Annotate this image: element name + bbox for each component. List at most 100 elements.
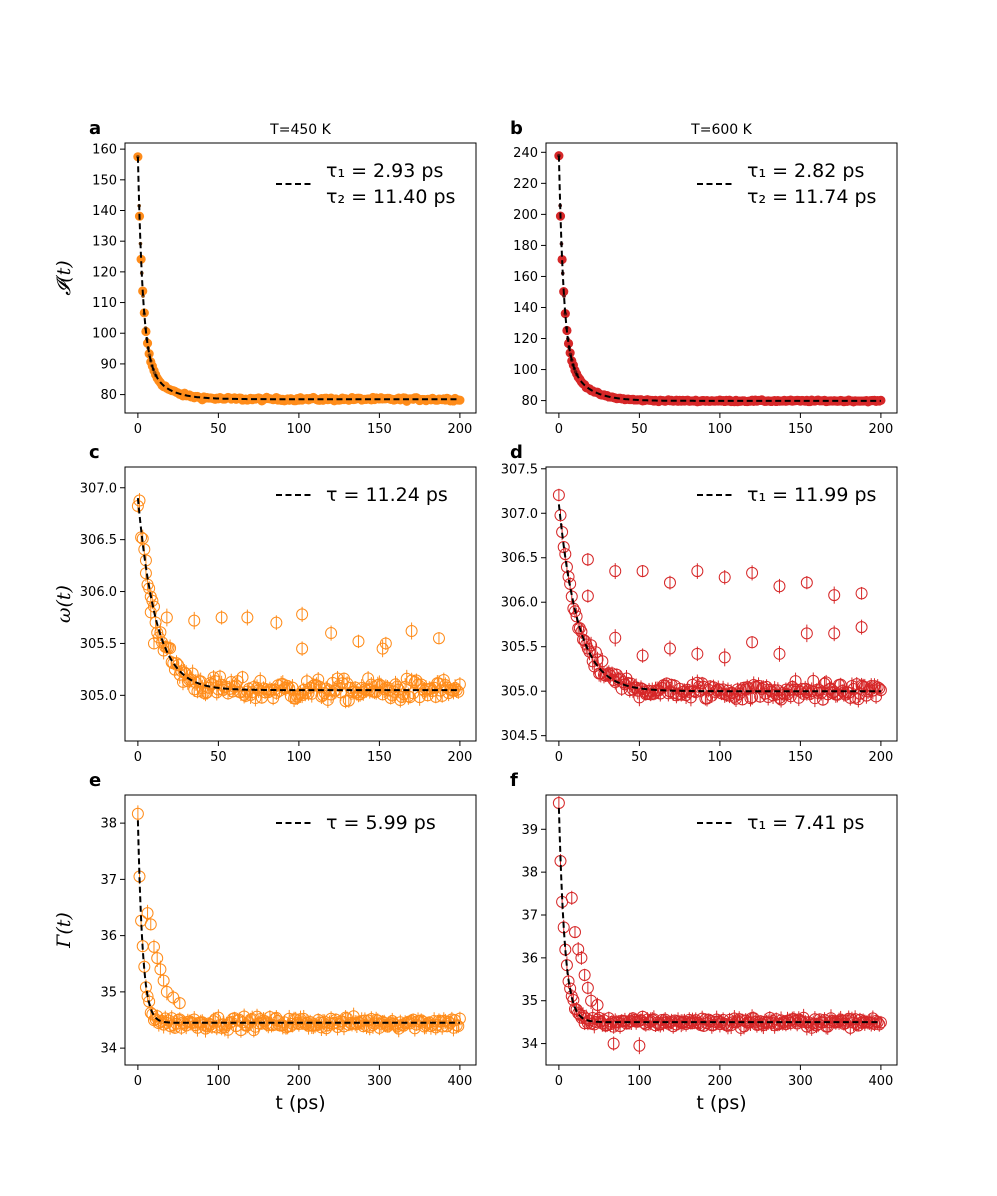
data-point: [234, 1022, 247, 1038]
data-point: [144, 918, 157, 931]
data-point: [609, 629, 622, 647]
y-tick-label: 130: [92, 235, 117, 250]
x-axis-label: t (ps): [696, 1092, 746, 1114]
y-tick-label: 100: [92, 327, 117, 342]
y-tick-label: 305.0: [501, 685, 538, 700]
x-tick-label: 100: [707, 422, 732, 437]
legend: τ₁ = 2.82 ps τ₂ = 11.74 ps: [697, 160, 876, 208]
data-point: [147, 637, 160, 650]
data-point: [755, 1015, 768, 1033]
data-point: [176, 673, 189, 691]
x-tick-label: 50: [210, 422, 227, 437]
data-point: [784, 688, 797, 704]
x-tick-label: 100: [286, 422, 311, 437]
y-tick-label: 36: [521, 951, 538, 966]
chart-title: T=450 K: [269, 122, 331, 138]
panel-d: 0 50 100 150 200 304.5 305.0 305.5 306.0 306.5 307…: [501, 442, 898, 765]
data-point: [403, 690, 416, 704]
y-tick-label: 305.5: [501, 640, 538, 655]
x-tick-label: 150: [367, 750, 392, 765]
data-point: [420, 680, 433, 698]
y-tick-label: 307.5: [501, 462, 538, 477]
data-point: [452, 1019, 465, 1034]
data-point: [325, 625, 338, 641]
data-point: [453, 677, 466, 692]
data-point: [194, 672, 207, 690]
data-point: [160, 608, 173, 627]
legend: τ = 5.99 ps: [276, 812, 436, 834]
y-tick-label: 160: [513, 270, 538, 285]
data-point: [718, 570, 731, 585]
data-point: [173, 996, 186, 1010]
x-tick-label: 400: [447, 1074, 472, 1089]
panel-e: 0 100 200 300 400 34 35 36 37 38 Γ(t) t (ps) e τ = 5.…: [53, 770, 477, 1114]
axes-frame: [124, 794, 477, 1066]
data-point: [362, 671, 375, 686]
legend-entry: τ₁ = 2.93 ps: [326, 160, 443, 182]
data-point: [800, 624, 813, 643]
x-tick-label: 150: [788, 422, 813, 437]
data-point: [352, 634, 365, 649]
x-tick-label: 0: [555, 422, 563, 437]
x-tick-label: 0: [134, 422, 142, 437]
data-point: [636, 565, 649, 578]
legend: τ = 11.24 ps: [276, 484, 448, 506]
y-tick-label: 306.5: [80, 533, 117, 548]
data-point: [874, 683, 887, 697]
x-tick-label: 150: [367, 422, 392, 437]
y-tick-label: 34: [100, 1042, 117, 1057]
y-tick-label: 38: [100, 817, 117, 832]
data-point: [568, 926, 581, 939]
y-tick-label: 38: [521, 866, 538, 881]
data-point: [581, 981, 594, 995]
x-axis-label: t (ps): [275, 1092, 325, 1114]
data-point: [626, 681, 639, 698]
panel-label: e: [89, 770, 101, 791]
x-tick-label: 300: [367, 1074, 392, 1089]
data-point: [607, 1036, 620, 1051]
data-point: [186, 664, 199, 683]
data-points-d: [552, 488, 887, 708]
data-point: [663, 640, 676, 657]
data-point: [296, 606, 309, 622]
legend: τ₁ = 2.93 ps τ₂ = 11.40 ps: [276, 160, 455, 208]
data-point: [151, 949, 164, 968]
data-point: [581, 589, 594, 603]
data-point: [633, 1037, 646, 1055]
data-point: [452, 684, 465, 699]
data-point: [215, 610, 228, 625]
data-point: [873, 681, 886, 695]
data-point: [167, 990, 180, 1005]
legend-entry: τ₁ = 7.41 ps: [747, 812, 864, 834]
data-point: [151, 1009, 164, 1023]
data-point: [391, 677, 404, 696]
fit-curve-d: [557, 504, 881, 693]
y-tick-label: 120: [513, 332, 538, 347]
x-tick-label: 0: [555, 1074, 563, 1089]
data-point: [144, 604, 157, 621]
data-point: [144, 1004, 157, 1022]
chart-title: T=600 K: [690, 122, 752, 138]
axes-frame: [124, 142, 477, 414]
y-tick-label: 110: [92, 296, 117, 311]
x-tick-label: 100: [627, 1074, 652, 1089]
data-point: [746, 565, 759, 581]
y-tick-label: 305.0: [80, 689, 117, 704]
data-point: [744, 689, 757, 707]
data-point: [222, 1021, 235, 1039]
y-tick-label: 100: [513, 363, 538, 378]
data-point: [589, 643, 602, 662]
data-point: [157, 974, 170, 987]
fit-curve-a: [136, 156, 460, 401]
x-tick-label: 100: [286, 750, 311, 765]
y-tick-label: 37: [100, 873, 117, 888]
legend: τ₁ = 11.99 ps: [697, 484, 876, 506]
data-point: [565, 890, 578, 905]
data-point: [154, 960, 167, 979]
data-point: [853, 685, 866, 703]
y-axis-label: Γ(t): [53, 912, 75, 949]
data-point: [236, 670, 249, 684]
data-point: [432, 632, 445, 645]
y-tick-label: 39: [521, 823, 538, 838]
data-point: [789, 672, 802, 690]
